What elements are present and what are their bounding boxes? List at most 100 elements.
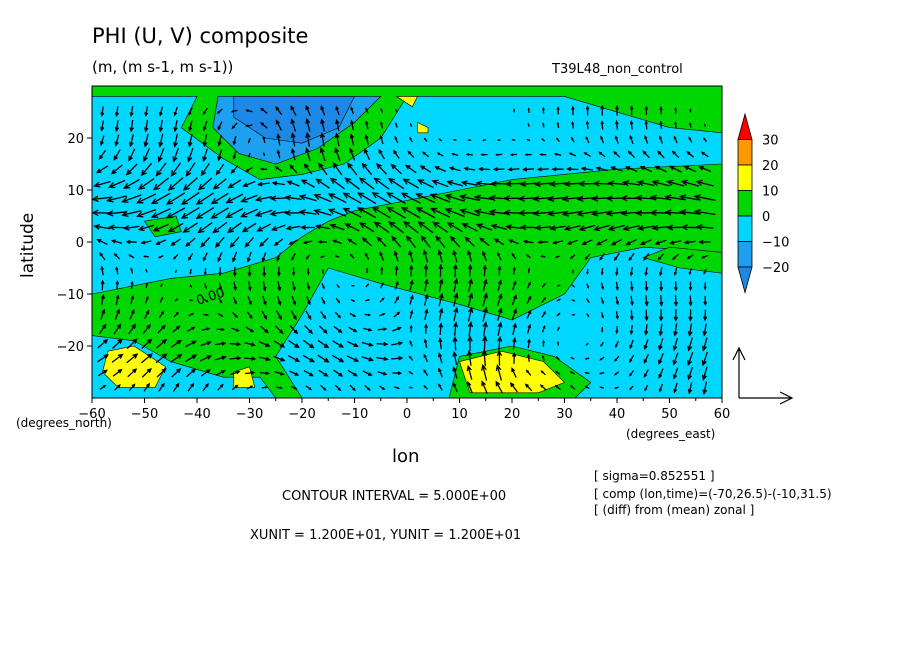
wind-arrow-path (659, 295, 664, 307)
wind-arrow-462 (226, 222, 242, 234)
wind-arrow-path (438, 337, 443, 350)
wind-arrow-450 (669, 240, 682, 245)
wind-arrow-path (438, 307, 444, 321)
wind-arrow-path (302, 354, 316, 363)
wind-arrow-path (556, 137, 560, 143)
wind-arrow-path (525, 254, 531, 259)
wind-arrow-142 (332, 340, 345, 348)
wind-arrow-293 (130, 280, 134, 290)
wind-arrow-474 (402, 221, 419, 234)
wind-arrow-554 (342, 192, 362, 204)
wind-arrow-768 (409, 122, 413, 128)
wind-arrow-path (504, 180, 523, 187)
wind-arrow-path (524, 153, 532, 157)
wind-arrow-200 (615, 326, 619, 335)
wind-arrow-186 (377, 327, 388, 331)
wind-arrow-path (683, 165, 697, 173)
wind-arrow-path (260, 122, 268, 129)
wind-arrow-path (639, 239, 652, 246)
wind-arrow-585 (182, 177, 198, 191)
wind-arrow-625 (155, 162, 167, 177)
wind-arrow-354 (467, 263, 473, 277)
wind-arrow-764 (350, 119, 354, 131)
wind-arrow-path (673, 135, 678, 144)
wind-arrow-87 (140, 353, 153, 364)
wind-arrow-516 (400, 206, 421, 219)
wind-arrow-330 (688, 281, 693, 292)
wind-arrow-path (424, 308, 429, 320)
wind-arrow-161 (629, 339, 634, 350)
wind-arrow-path (335, 297, 341, 304)
wind-arrow-path (542, 106, 545, 114)
wind-arrow-790 (216, 108, 223, 114)
wind-arrow-path (182, 177, 198, 191)
wind-arrow-path (644, 295, 649, 307)
wind-arrow-794 (275, 106, 283, 116)
wind-arrow-502 (195, 207, 215, 219)
wind-arrow-path (701, 337, 708, 352)
wind-arrow-path (317, 240, 328, 244)
wind-arrow-path (400, 206, 421, 219)
wind-arrow-path (155, 239, 167, 245)
wind-arrow-path (262, 135, 266, 143)
wind-arrow-179 (274, 325, 284, 335)
wind-arrow-230 (438, 307, 444, 321)
wind-arrow-path (467, 335, 473, 351)
wind-arrow-69 (495, 364, 503, 381)
wind-arrow-path (628, 354, 635, 363)
wind-arrow-path (195, 207, 215, 219)
wind-arrow-path (380, 107, 384, 113)
wind-arrow-374 (172, 254, 179, 260)
wind-arrow-path (423, 293, 429, 306)
wind-arrow-path (526, 281, 531, 289)
wind-arrow-56 (303, 369, 314, 377)
wind-arrow-path (247, 266, 252, 278)
wind-arrow-73 (555, 370, 561, 375)
wind-arrow-path (654, 165, 667, 173)
wind-arrow-path (672, 352, 679, 366)
wind-arrow-path (364, 252, 370, 260)
wind-arrow-path (493, 238, 505, 246)
wind-arrow-path (351, 284, 355, 287)
wind-arrow-667 (157, 147, 165, 163)
wind-arrow-path (566, 166, 579, 172)
wind-arrow-path (225, 193, 244, 204)
wind-arrow-path (298, 194, 317, 202)
wind-arrow-30 (539, 384, 547, 391)
wind-arrow-417 (185, 237, 196, 247)
wind-arrow-path (702, 323, 708, 337)
wind-arrow-path (423, 353, 428, 363)
wind-arrow-482 (519, 224, 537, 231)
wind-arrow-path (583, 152, 591, 157)
wind-arrow-path (701, 351, 709, 367)
wind-arrow-756 (231, 122, 238, 130)
wind-arrow-197 (541, 324, 546, 333)
colorbar-top-arrow (737, 112, 753, 140)
wind-arrow-245 (658, 309, 664, 322)
wind-arrow-309 (380, 281, 384, 289)
wind-arrow-611 (563, 180, 582, 188)
wind-arrow-10 (246, 385, 254, 390)
wind-arrow-path (459, 194, 480, 202)
wind-arrow-path (306, 296, 311, 306)
wind-arrow-path (629, 135, 634, 145)
wind-arrow-597 (358, 177, 375, 190)
wind-arrow-path (106, 210, 127, 217)
wind-arrow-path (271, 224, 286, 231)
wind-arrow-path (247, 296, 252, 306)
wind-arrow-path (480, 153, 488, 157)
wind-arrow-699 (627, 150, 636, 159)
wind-arrow-512 (342, 207, 362, 218)
wind-arrow-path (592, 180, 611, 187)
wind-arrow-path (482, 292, 488, 307)
wind-arrow-333 (115, 266, 119, 275)
wind-arrow-path (306, 282, 311, 291)
wind-arrow-path (636, 179, 655, 187)
wind-arrow-553 (327, 193, 347, 204)
wind-arrow-path (185, 162, 196, 177)
wind-arrow-path (570, 357, 575, 360)
wind-arrow-397 (511, 252, 517, 260)
wind-arrow-path (585, 120, 590, 130)
colorbar-segment (737, 164, 753, 191)
wind-arrow-path (593, 224, 611, 232)
